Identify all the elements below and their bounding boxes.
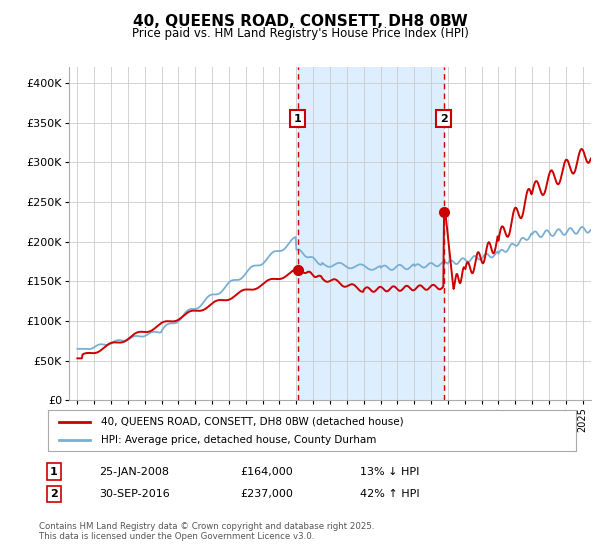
- Text: 2: 2: [50, 489, 58, 499]
- Text: 2: 2: [440, 114, 448, 124]
- Text: 42% ↑ HPI: 42% ↑ HPI: [360, 489, 419, 499]
- Text: Contains HM Land Registry data © Crown copyright and database right 2025.
This d: Contains HM Land Registry data © Crown c…: [39, 522, 374, 542]
- Text: HPI: Average price, detached house, County Durham: HPI: Average price, detached house, Coun…: [101, 435, 376, 445]
- Text: 13% ↓ HPI: 13% ↓ HPI: [360, 466, 419, 477]
- Text: £237,000: £237,000: [240, 489, 293, 499]
- Text: 1: 1: [293, 114, 301, 124]
- Text: Price paid vs. HM Land Registry's House Price Index (HPI): Price paid vs. HM Land Registry's House …: [131, 27, 469, 40]
- Text: 40, QUEENS ROAD, CONSETT, DH8 0BW (detached house): 40, QUEENS ROAD, CONSETT, DH8 0BW (detac…: [101, 417, 403, 427]
- Text: 25-JAN-2008: 25-JAN-2008: [99, 466, 169, 477]
- Text: 1: 1: [50, 466, 58, 477]
- Bar: [298, 67, 443, 400]
- Text: 40, QUEENS ROAD, CONSETT, DH8 0BW: 40, QUEENS ROAD, CONSETT, DH8 0BW: [133, 14, 467, 29]
- Text: £164,000: £164,000: [240, 466, 293, 477]
- Text: 30-SEP-2016: 30-SEP-2016: [99, 489, 170, 499]
